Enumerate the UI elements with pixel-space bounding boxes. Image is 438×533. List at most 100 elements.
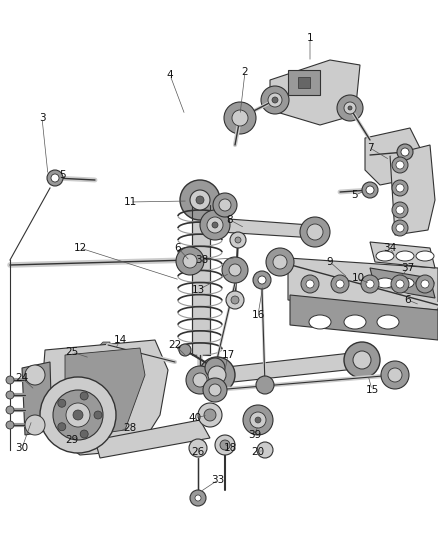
Circle shape [220, 440, 230, 450]
Circle shape [301, 275, 319, 293]
Circle shape [230, 232, 246, 248]
Polygon shape [192, 205, 210, 355]
Circle shape [366, 280, 374, 288]
Circle shape [229, 264, 241, 276]
Circle shape [94, 411, 102, 419]
Circle shape [80, 430, 88, 438]
Ellipse shape [376, 251, 394, 261]
Circle shape [391, 275, 409, 293]
Circle shape [388, 368, 402, 382]
Circle shape [58, 423, 66, 431]
Text: 25: 25 [65, 347, 79, 357]
Text: 18: 18 [223, 443, 237, 453]
Polygon shape [288, 258, 438, 310]
Circle shape [186, 366, 214, 394]
Circle shape [190, 190, 210, 210]
Text: 13: 13 [191, 285, 205, 295]
Text: 40: 40 [188, 413, 201, 423]
Circle shape [73, 410, 83, 420]
Text: 5: 5 [59, 170, 65, 180]
Polygon shape [298, 77, 310, 88]
Circle shape [208, 366, 226, 384]
Ellipse shape [396, 251, 414, 261]
Circle shape [53, 390, 103, 440]
Circle shape [396, 161, 404, 169]
Text: 24: 24 [15, 373, 28, 383]
Circle shape [266, 248, 294, 276]
Circle shape [215, 435, 235, 455]
Circle shape [25, 365, 45, 385]
Circle shape [331, 275, 349, 293]
Circle shape [213, 193, 237, 217]
Polygon shape [22, 362, 52, 435]
Circle shape [344, 342, 380, 378]
Circle shape [336, 280, 344, 288]
Circle shape [6, 406, 14, 414]
Circle shape [250, 412, 266, 428]
Circle shape [253, 271, 271, 289]
Text: 3: 3 [39, 113, 45, 123]
Text: 38: 38 [195, 255, 208, 265]
Circle shape [396, 206, 404, 214]
Circle shape [300, 217, 330, 247]
Circle shape [362, 182, 378, 198]
Circle shape [40, 377, 116, 453]
Circle shape [348, 106, 352, 110]
Text: 11: 11 [124, 197, 137, 207]
Circle shape [258, 276, 266, 284]
Circle shape [51, 174, 59, 182]
Circle shape [268, 93, 282, 107]
Circle shape [361, 275, 379, 293]
Ellipse shape [344, 315, 366, 329]
Circle shape [226, 291, 244, 309]
Text: 12: 12 [74, 243, 87, 253]
Circle shape [396, 224, 404, 232]
Text: 33: 33 [212, 475, 225, 485]
Text: 16: 16 [251, 310, 265, 320]
Text: 2: 2 [242, 67, 248, 77]
Circle shape [366, 186, 374, 194]
Circle shape [397, 144, 413, 160]
Circle shape [183, 254, 197, 268]
Circle shape [204, 409, 216, 421]
Circle shape [381, 361, 409, 389]
Circle shape [212, 222, 218, 228]
Circle shape [6, 421, 14, 429]
Text: 26: 26 [191, 447, 205, 457]
Ellipse shape [376, 278, 394, 288]
Text: 17: 17 [221, 350, 235, 360]
Text: 22: 22 [168, 340, 182, 350]
Polygon shape [290, 295, 438, 340]
Circle shape [392, 180, 408, 196]
Polygon shape [270, 60, 360, 125]
Circle shape [307, 224, 323, 240]
Circle shape [255, 417, 261, 423]
Polygon shape [365, 128, 420, 185]
Circle shape [47, 170, 63, 186]
Circle shape [199, 357, 235, 393]
Circle shape [232, 110, 248, 126]
Polygon shape [95, 420, 210, 458]
Polygon shape [65, 348, 145, 435]
Circle shape [353, 351, 371, 369]
Ellipse shape [416, 251, 434, 261]
Circle shape [222, 257, 248, 283]
Ellipse shape [416, 278, 434, 288]
Circle shape [80, 392, 88, 400]
Circle shape [421, 280, 429, 288]
Polygon shape [42, 340, 168, 455]
Circle shape [257, 442, 273, 458]
Text: 20: 20 [251, 447, 265, 457]
Circle shape [224, 102, 256, 134]
Circle shape [235, 237, 241, 243]
Polygon shape [390, 145, 435, 235]
Circle shape [180, 180, 220, 220]
Circle shape [200, 210, 230, 240]
Circle shape [306, 280, 314, 288]
Circle shape [337, 95, 363, 121]
Circle shape [209, 384, 221, 396]
Polygon shape [370, 242, 435, 268]
Circle shape [58, 399, 66, 407]
Polygon shape [200, 352, 365, 385]
Circle shape [401, 148, 409, 156]
